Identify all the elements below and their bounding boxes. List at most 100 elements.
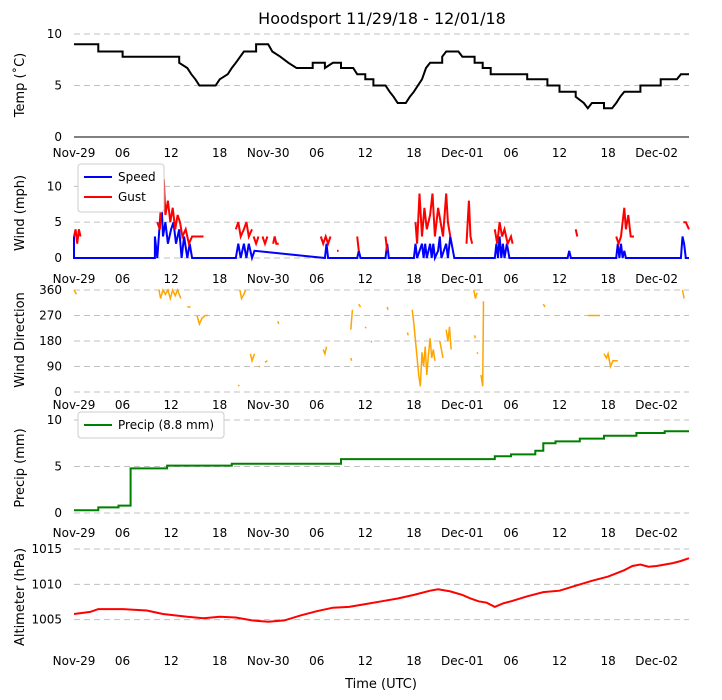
x-tick-label: 18 bbox=[212, 272, 227, 286]
x-tick-label: 12 bbox=[163, 654, 178, 668]
x-tick-label: 12 bbox=[163, 272, 178, 286]
x-tick-label: 18 bbox=[406, 398, 421, 412]
y-tick-label: 0 bbox=[54, 251, 62, 265]
series-line-direction bbox=[264, 360, 268, 363]
x-tick-label: Nov-29 bbox=[53, 654, 96, 668]
series-line-direction bbox=[239, 289, 247, 301]
x-tick-label: 12 bbox=[358, 398, 373, 412]
x-tick-label: 18 bbox=[600, 654, 615, 668]
x-axis-label: Time (UTC) bbox=[344, 677, 417, 692]
x-tick-label: 12 bbox=[552, 654, 567, 668]
x-tick-label: 12 bbox=[358, 654, 373, 668]
y-axis-label: Wind (mph) bbox=[13, 175, 28, 251]
series-line-gust bbox=[615, 207, 634, 247]
y-tick-label: 1015 bbox=[31, 542, 62, 556]
y-tick-label: 10 bbox=[47, 27, 62, 41]
x-tick-label: 12 bbox=[163, 526, 178, 540]
series-line-direction bbox=[473, 289, 478, 299]
x-tick-label: Nov-29 bbox=[53, 146, 96, 160]
series-line-direction bbox=[158, 287, 182, 302]
y-axis-label: Altimeter (hPa) bbox=[13, 548, 28, 646]
x-tick-label: Dec-01 bbox=[441, 398, 484, 412]
series-line-direction bbox=[196, 314, 209, 327]
x-tick-label: 06 bbox=[309, 526, 324, 540]
x-tick-label: 12 bbox=[163, 398, 178, 412]
series-line-direction bbox=[411, 309, 436, 387]
x-tick-label: 06 bbox=[503, 146, 518, 160]
y-tick-label: 0 bbox=[54, 130, 62, 144]
x-tick-label: 06 bbox=[503, 526, 518, 540]
x-tick-label: Nov-29 bbox=[53, 526, 96, 540]
x-tick-label: 06 bbox=[309, 654, 324, 668]
series-line-direction bbox=[277, 320, 280, 325]
series-line-altimeter bbox=[73, 557, 690, 623]
series-line-speed bbox=[73, 200, 689, 262]
y-tick-label: 1010 bbox=[31, 577, 62, 591]
series-line-direction bbox=[406, 332, 409, 336]
series-line-gust bbox=[319, 233, 332, 247]
legend-box bbox=[77, 411, 225, 439]
y-tick-label: 270 bbox=[39, 309, 62, 323]
x-tick-label: 18 bbox=[212, 654, 227, 668]
x-tick-label: 18 bbox=[406, 654, 421, 668]
x-tick-label: 06 bbox=[309, 398, 324, 412]
x-tick-label: 12 bbox=[358, 146, 373, 160]
y-tick-label: 180 bbox=[39, 334, 62, 348]
x-tick-label: 06 bbox=[503, 272, 518, 286]
x-tick-label: 06 bbox=[115, 654, 130, 668]
x-tick-label: 12 bbox=[358, 272, 373, 286]
x-tick-label: Nov-30 bbox=[247, 146, 290, 160]
x-tick-label: 06 bbox=[115, 526, 130, 540]
series-line-direction bbox=[681, 289, 685, 299]
x-tick-label: Dec-02 bbox=[635, 146, 678, 160]
series-line-direction bbox=[370, 340, 373, 343]
series-line-gust bbox=[574, 229, 579, 237]
series-line-temp bbox=[74, 43, 689, 110]
y-axis-label: Precip (mm) bbox=[13, 428, 28, 507]
y-tick-label: 0 bbox=[54, 385, 62, 399]
series-line-direction bbox=[386, 306, 389, 311]
x-tick-label: 06 bbox=[309, 272, 324, 286]
legend-label: Precip (8.8 mm) bbox=[118, 418, 214, 432]
x-tick-label: Nov-30 bbox=[247, 398, 290, 412]
x-tick-label: 18 bbox=[212, 398, 227, 412]
x-tick-label: Dec-01 bbox=[441, 654, 484, 668]
x-tick-label: 06 bbox=[503, 654, 518, 668]
y-axis-label: Temp (˚C) bbox=[12, 53, 28, 119]
series-line-gust bbox=[252, 236, 260, 247]
x-tick-label: Nov-30 bbox=[247, 272, 290, 286]
x-tick-label: 18 bbox=[406, 272, 421, 286]
series-line-direction bbox=[364, 326, 367, 329]
series-line-gust bbox=[683, 221, 690, 230]
series-line-direction bbox=[73, 289, 78, 295]
x-tick-label: 06 bbox=[309, 146, 324, 160]
x-tick-label: Dec-02 bbox=[635, 654, 678, 668]
y-tick-label: 90 bbox=[47, 360, 62, 374]
x-tick-label: Nov-30 bbox=[247, 526, 290, 540]
x-tick-label: 06 bbox=[503, 398, 518, 412]
x-tick-label: 06 bbox=[115, 146, 130, 160]
series-line-direction bbox=[439, 340, 444, 359]
x-tick-label: Dec-01 bbox=[441, 526, 484, 540]
series-line-direction bbox=[476, 351, 479, 355]
x-tick-label: 18 bbox=[600, 272, 615, 286]
series-line-direction bbox=[358, 303, 362, 308]
series-line-gust bbox=[414, 193, 452, 244]
y-tick-label: 1005 bbox=[31, 613, 62, 627]
x-tick-label: 12 bbox=[552, 272, 567, 286]
series-line-direction bbox=[350, 357, 353, 362]
series-line-direction bbox=[350, 309, 354, 330]
series-line-gust bbox=[384, 236, 389, 251]
x-tick-label: 12 bbox=[358, 526, 373, 540]
series-line-direction bbox=[322, 346, 328, 357]
series-line-gust bbox=[272, 236, 279, 245]
x-tick-label: Dec-01 bbox=[441, 272, 484, 286]
series-line-direction bbox=[445, 326, 452, 350]
series-line-direction bbox=[237, 384, 240, 387]
x-tick-label: Nov-30 bbox=[247, 654, 290, 668]
legend-label: Speed bbox=[118, 170, 156, 184]
x-tick-label: 06 bbox=[115, 272, 130, 286]
x-tick-label: Dec-02 bbox=[635, 272, 678, 286]
x-tick-label: Dec-02 bbox=[635, 526, 678, 540]
